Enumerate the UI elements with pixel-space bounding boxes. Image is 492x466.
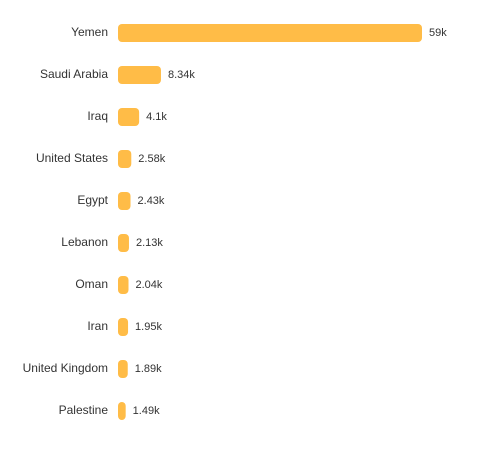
bar [118,276,129,294]
value-label: 1.95k [135,321,162,333]
bar [118,402,126,420]
bar [118,318,129,336]
value-label: 1.49k [133,405,160,417]
category-label: Oman [75,277,108,291]
bar [118,360,128,378]
value-label: 4.1k [146,111,167,123]
category-label: United Kingdom [23,361,108,375]
category-label: Lebanon [61,235,108,249]
value-label: 1.89k [135,363,162,375]
bar [118,108,140,126]
value-label: 2.43k [138,195,165,207]
bar [118,66,161,84]
category-label: Iran [87,319,108,333]
bar [118,192,131,210]
bar [118,24,422,42]
category-label: United States [36,151,108,165]
value-label: 2.58k [138,153,165,165]
category-label: Yemen [71,25,108,39]
category-label: Saudi Arabia [40,67,108,81]
value-label: 2.13k [136,237,163,249]
bar [118,150,132,168]
bar [118,234,129,252]
value-label: 2.04k [136,279,163,291]
value-label: 59k [429,27,447,39]
category-label: Iraq [87,109,108,123]
category-label: Egypt [77,193,108,207]
category-label: Palestine [59,403,109,417]
value-label: 8.34k [168,69,195,81]
